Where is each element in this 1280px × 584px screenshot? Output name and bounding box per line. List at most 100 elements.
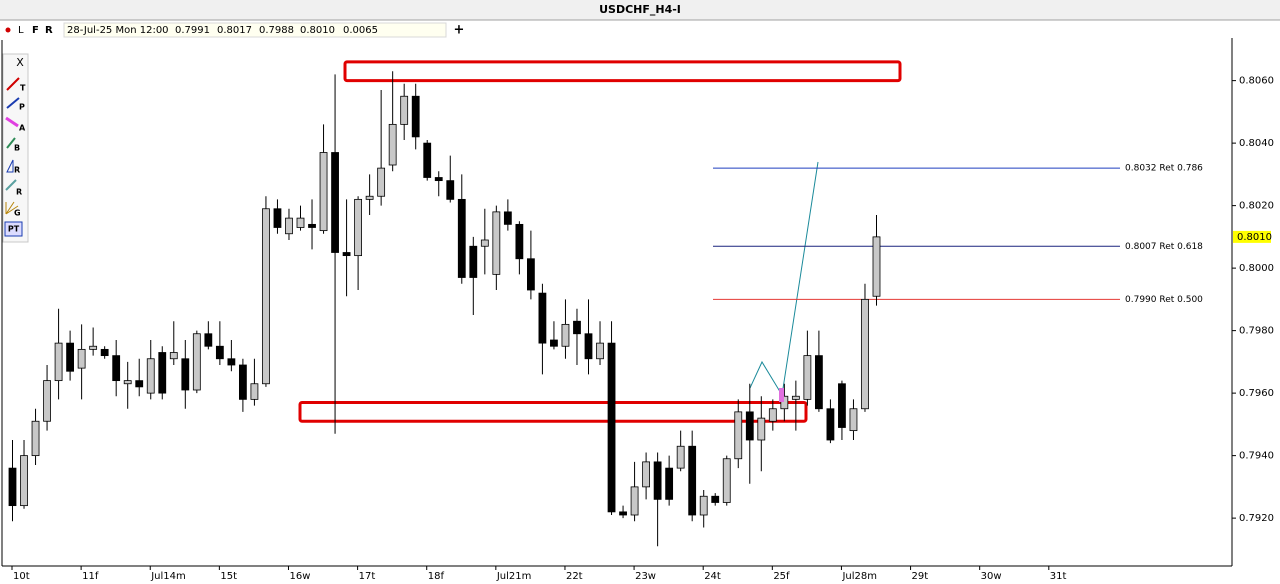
candle-body	[676, 445, 685, 469]
candle-body	[826, 408, 835, 441]
candle-body	[469, 245, 478, 278]
candle-body	[838, 383, 846, 428]
candle-body	[250, 383, 259, 400]
x-tick-label: 29t	[912, 571, 929, 582]
x-tick-label: Jul28m	[841, 571, 877, 582]
candle-body	[815, 355, 823, 410]
candle-body	[181, 358, 190, 391]
zone	[343, 60, 902, 83]
y-tick-label: 0.8020	[1239, 201, 1274, 212]
tool-r2[interactable]: R	[16, 188, 22, 197]
x-tick-label: 17t	[359, 571, 376, 582]
candle-body	[734, 411, 743, 460]
x-tick-label: Jul14m	[150, 571, 186, 582]
tool-pt[interactable]: PT	[8, 225, 20, 234]
candle-body	[457, 198, 466, 278]
x-tick-label: 16w	[289, 571, 310, 582]
candle-body	[273, 208, 282, 228]
tool-andrews[interactable]: A	[19, 124, 26, 133]
candle-body	[607, 342, 616, 513]
candle-body	[112, 355, 121, 382]
tool-icon	[6, 159, 14, 173]
candle-body	[400, 95, 409, 125]
candle-body	[31, 420, 40, 457]
y-tick-label: 0.7920	[1239, 513, 1274, 524]
candle-body	[619, 511, 627, 516]
candle-body	[688, 445, 697, 516]
candle-body	[653, 461, 662, 500]
tool-r1[interactable]: R	[14, 166, 20, 175]
x-tick-label: 30w	[981, 571, 1002, 582]
candle-body	[791, 395, 800, 400]
tool-gann[interactable]: G	[14, 209, 21, 218]
candle-body	[722, 458, 731, 503]
candle-body	[158, 352, 167, 394]
add-button[interactable]: +	[454, 23, 465, 38]
button-f[interactable]: F	[32, 25, 39, 36]
candle-body	[503, 211, 512, 225]
plot-area: 0.7920 0.7940 0.7960 0.7980 0.8000 0.8020 0.80…	[8, 60, 1274, 582]
fib-label: 0.7990 Ret 0.500	[1125, 295, 1203, 305]
x-tick-label: Jul21m	[496, 571, 532, 582]
candle-body	[8, 467, 17, 507]
candle-body	[388, 123, 397, 166]
marker	[779, 388, 784, 402]
candle-body	[584, 333, 593, 360]
candle-body	[434, 177, 443, 182]
candle-body	[54, 342, 63, 382]
button-r[interactable]: R	[45, 25, 53, 36]
candle-body	[308, 223, 316, 228]
tool-icon	[6, 97, 20, 109]
tool-parallel[interactable]: P	[19, 103, 25, 112]
x-tick-label: 23w	[635, 571, 656, 582]
candle-body	[77, 348, 86, 369]
candle-body	[135, 380, 144, 388]
info-low: 0.7988	[259, 25, 294, 36]
candle-body	[146, 358, 155, 394]
fib-label: 0.8007 Ret 0.618	[1125, 242, 1203, 252]
candle-body	[238, 364, 247, 400]
candle-body	[757, 417, 766, 441]
candle-body	[331, 152, 339, 253]
fib-label: 0.8032 Ret 0.786	[1125, 164, 1203, 174]
y-tick-label: 0.8040	[1239, 138, 1274, 149]
candle-body	[699, 495, 708, 516]
candle-body	[43, 380, 51, 422]
candle-body	[630, 486, 639, 516]
button-l[interactable]: L	[18, 25, 24, 36]
candle-body	[204, 333, 213, 347]
x-tick-label: 11f	[82, 571, 99, 582]
candle-body	[768, 408, 777, 422]
title-bar	[0, 0, 1280, 20]
y-tick-label: 0.7960	[1239, 388, 1274, 399]
candle-body	[861, 298, 869, 410]
candle-body	[285, 217, 293, 235]
tool-trend[interactable]: T	[20, 84, 26, 93]
current-price-label: 0.8010	[1237, 232, 1272, 243]
candle-body	[561, 323, 570, 347]
chart-title: USDCHF_H4-I	[599, 3, 681, 16]
candle-body	[377, 167, 386, 197]
status-dot	[5, 27, 11, 33]
candle-body	[711, 495, 720, 503]
candle-body	[872, 236, 881, 297]
toolbar-close[interactable]: X	[16, 56, 24, 69]
x-tick-label: 25f	[773, 571, 790, 582]
x-tick-label: 18f	[428, 571, 445, 582]
candle-body	[319, 152, 328, 232]
zone	[298, 401, 808, 423]
tool-b[interactable]: B	[14, 144, 20, 153]
y-tick-label: 0.8060	[1239, 76, 1274, 87]
candle-body	[169, 352, 178, 360]
candle-body	[411, 95, 420, 138]
candle-body	[423, 142, 432, 178]
tool-icon	[5, 201, 19, 215]
candle-body	[849, 408, 858, 432]
candle-body	[192, 333, 201, 391]
candle-body	[538, 292, 547, 344]
candle-body	[20, 455, 28, 507]
candle-body	[515, 223, 524, 260]
tool-pt-box	[4, 221, 23, 237]
candle-body	[573, 320, 581, 335]
